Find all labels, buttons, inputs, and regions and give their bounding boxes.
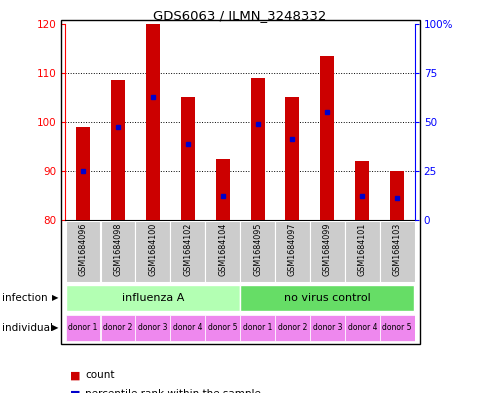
Text: GSM1684096: GSM1684096 — [78, 223, 87, 276]
Bar — [379, 315, 414, 341]
Text: donor 1: donor 1 — [68, 323, 97, 332]
Text: GSM1684099: GSM1684099 — [322, 223, 331, 276]
Bar — [274, 315, 309, 341]
Bar — [390, 171, 403, 220]
Text: influenza A: influenza A — [121, 293, 183, 303]
Bar — [240, 315, 274, 341]
Bar — [309, 315, 344, 341]
Bar — [181, 97, 194, 220]
Bar — [146, 24, 159, 220]
Bar — [111, 80, 124, 220]
Bar — [309, 221, 344, 282]
Bar — [205, 221, 240, 282]
Bar — [215, 159, 229, 220]
Text: donor 5: donor 5 — [382, 323, 411, 332]
Text: no virus control: no virus control — [284, 293, 370, 303]
Text: ■: ■ — [70, 370, 81, 380]
Text: infection: infection — [2, 293, 48, 303]
Text: count: count — [85, 370, 114, 380]
Bar — [100, 221, 135, 282]
Title: GDS6063 / ILMN_3248332: GDS6063 / ILMN_3248332 — [153, 9, 326, 22]
Bar — [170, 221, 205, 282]
Bar — [76, 127, 90, 220]
Text: ■: ■ — [70, 389, 81, 393]
Text: donor 2: donor 2 — [277, 323, 306, 332]
Text: donor 1: donor 1 — [242, 323, 272, 332]
Bar — [355, 161, 368, 220]
Bar — [344, 315, 379, 341]
Text: donor 5: donor 5 — [208, 323, 237, 332]
Text: GSM1684102: GSM1684102 — [183, 223, 192, 276]
Bar — [100, 315, 135, 341]
Bar — [240, 221, 274, 282]
Bar — [274, 221, 309, 282]
Text: GSM1684101: GSM1684101 — [357, 223, 366, 276]
Bar — [65, 315, 100, 341]
Bar — [65, 221, 100, 282]
Text: GSM1684098: GSM1684098 — [113, 223, 122, 276]
Text: GSM1684104: GSM1684104 — [218, 223, 227, 276]
Bar — [205, 315, 240, 341]
Text: GSM1684103: GSM1684103 — [392, 223, 401, 276]
Text: donor 4: donor 4 — [347, 323, 376, 332]
Bar — [66, 285, 239, 311]
Bar — [379, 221, 414, 282]
Bar — [240, 285, 413, 311]
Text: GSM1684095: GSM1684095 — [253, 223, 261, 276]
Bar — [250, 77, 264, 220]
Bar — [344, 221, 379, 282]
Bar — [285, 97, 299, 220]
Text: percentile rank within the sample: percentile rank within the sample — [85, 389, 260, 393]
Bar — [320, 55, 333, 220]
Text: donor 3: donor 3 — [312, 323, 341, 332]
Text: donor 4: donor 4 — [173, 323, 202, 332]
Text: donor 2: donor 2 — [103, 323, 132, 332]
Text: individual: individual — [2, 323, 53, 333]
Text: donor 3: donor 3 — [138, 323, 167, 332]
Bar — [170, 315, 205, 341]
Text: ▶: ▶ — [52, 323, 59, 332]
Bar — [135, 221, 170, 282]
Text: GSM1684097: GSM1684097 — [287, 223, 296, 276]
Text: ▶: ▶ — [52, 294, 59, 302]
Bar — [135, 315, 170, 341]
Text: GSM1684100: GSM1684100 — [148, 223, 157, 276]
